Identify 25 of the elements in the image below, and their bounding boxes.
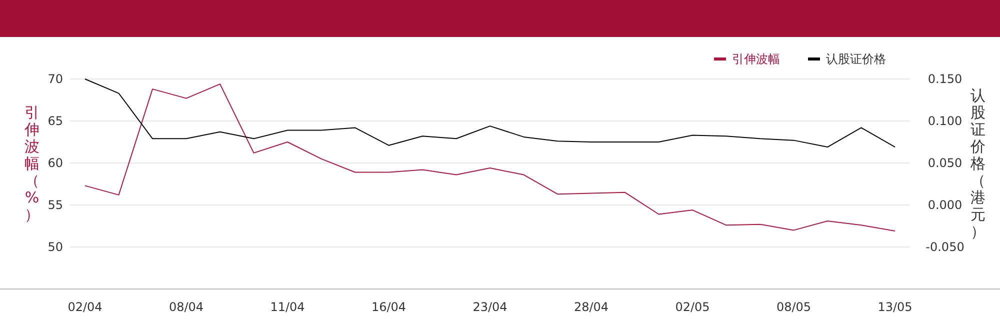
y-tick-label: 60	[48, 156, 63, 170]
legend-label: 引伸波幅	[732, 52, 780, 66]
y-tick-label: 65	[48, 114, 63, 128]
y2-tick-label: 0.050	[928, 156, 962, 170]
y-tick-label: 70	[48, 72, 63, 86]
x-tick-label: 08/04	[168, 300, 204, 314]
x-tick-label: 08/05	[776, 300, 812, 314]
y2-tick-label: -0.050	[926, 240, 964, 254]
y-axis-title: 引伸波幅（%）	[24, 103, 40, 224]
line-series	[84, 78, 896, 148]
x-tick-label: 02/05	[675, 300, 710, 314]
y2-tick-label: 0.000	[928, 198, 962, 212]
y2-tick-label: 0.150	[928, 72, 962, 86]
legend-label: 认股证价格	[826, 52, 886, 66]
x-tick-label: 13/05	[878, 300, 912, 314]
x-tick-label: 23/04	[472, 300, 508, 314]
y2-tick-label: 0.100	[928, 114, 962, 128]
text: 认股证价格（港元）	[970, 86, 986, 240]
x-tick-label: 28/04	[574, 300, 609, 314]
line-series	[84, 84, 896, 232]
y-tick-label: 50	[48, 240, 63, 254]
x-tick-label: 11/04	[270, 300, 305, 314]
y-tick-label: 55	[48, 198, 63, 212]
x-tick-label: 02/04	[68, 300, 102, 314]
x-tick-label: 16/04	[371, 300, 406, 314]
